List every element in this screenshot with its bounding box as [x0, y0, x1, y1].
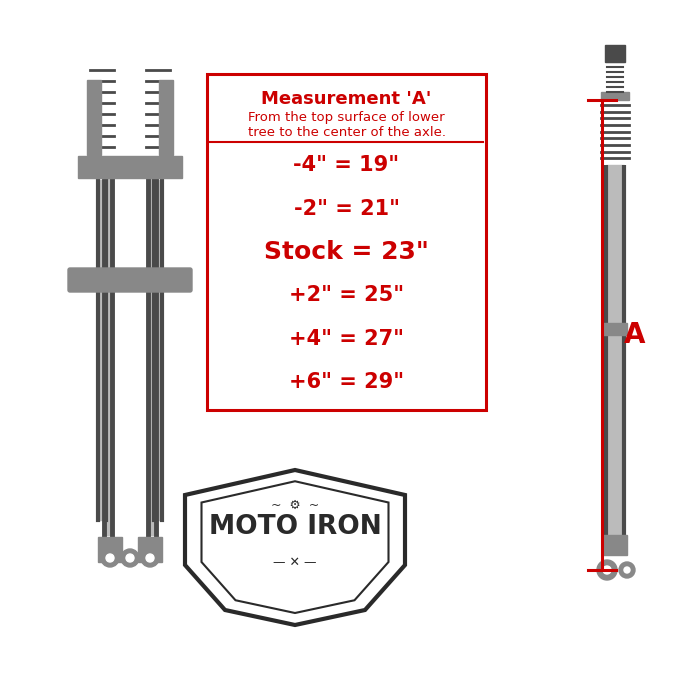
Text: -2" = 21": -2" = 21"	[293, 199, 400, 218]
Polygon shape	[185, 470, 405, 625]
Circle shape	[121, 549, 139, 567]
Bar	[138, 537, 162, 562]
FancyBboxPatch shape	[68, 268, 192, 292]
Bar	[603, 323, 627, 335]
Bar	[206, 74, 486, 410]
Bar	[603, 535, 627, 555]
Circle shape	[141, 549, 159, 567]
Bar	[78, 156, 182, 178]
Circle shape	[106, 554, 114, 562]
Text: +4" = 27": +4" = 27"	[289, 329, 404, 349]
Bar	[159, 80, 173, 155]
Text: +2" = 25": +2" = 25"	[289, 286, 404, 305]
Text: ~  ⚙  ~: ~ ⚙ ~	[271, 498, 319, 512]
Text: tree to the center of the axle.: tree to the center of the axle.	[248, 125, 445, 139]
Bar	[98, 537, 122, 562]
Circle shape	[619, 562, 635, 578]
Circle shape	[624, 567, 630, 573]
Text: -4" = 19": -4" = 19"	[293, 155, 400, 175]
Circle shape	[101, 549, 119, 567]
Bar	[601, 92, 629, 100]
Circle shape	[603, 566, 611, 574]
Bar	[87, 80, 101, 155]
Text: MOTO IRON: MOTO IRON	[209, 514, 382, 540]
Bar	[605, 45, 625, 62]
Text: +6" = 29": +6" = 29"	[289, 372, 404, 392]
Text: Stock = 23": Stock = 23"	[264, 240, 429, 264]
Text: — ✕ —: — ✕ —	[273, 556, 316, 570]
Text: Measurement 'A': Measurement 'A'	[261, 90, 432, 108]
Text: From the top surface of lower: From the top surface of lower	[248, 111, 444, 125]
Text: A: A	[624, 321, 645, 349]
Circle shape	[597, 560, 617, 580]
Circle shape	[146, 554, 154, 562]
Circle shape	[126, 554, 134, 562]
